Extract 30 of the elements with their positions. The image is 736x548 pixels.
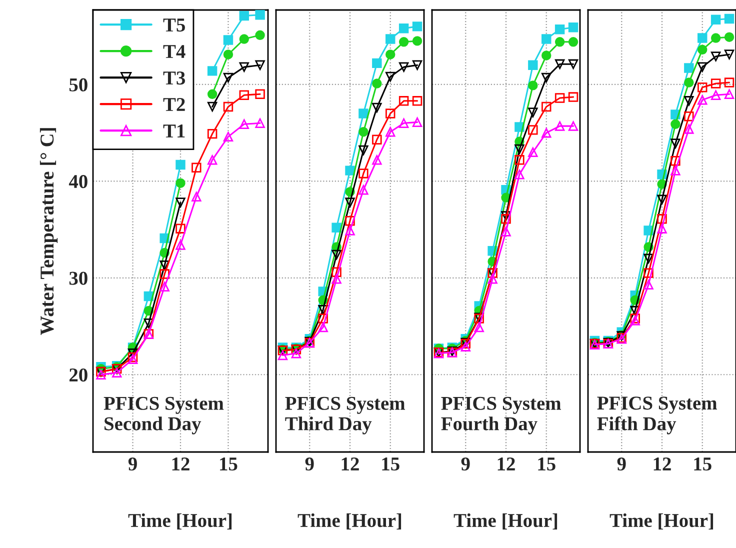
y-tick-label: 20 (70, 368, 88, 382)
legend-label: T1 (163, 124, 185, 138)
y-axis-title: Water Temperature [° C] (40, 128, 58, 335)
x-tick-label: 12 (498, 457, 515, 470)
annotation: PFICS System Fourth Day (441, 396, 561, 434)
annotation: PFICS System Fifth Day (597, 396, 717, 434)
x-axis-title: Time [Hour] (298, 513, 402, 530)
x-tick-label: 15 (538, 458, 556, 471)
y-tick-label: 40 (68, 175, 88, 188)
x-tick-label: 9 (305, 457, 314, 471)
annotation: PFICS System Third Day (285, 396, 405, 434)
legend-label: T3 (163, 72, 186, 85)
x-axis-title: Time [Hour] (454, 513, 558, 530)
x-tick-label: 9 (128, 457, 137, 471)
x-axis-title: Time [Hour] (610, 513, 714, 530)
x-axis-title: Time [Hour] (128, 513, 232, 530)
y-tick-label: 50 (69, 78, 88, 92)
x-tick-label: 9 (617, 457, 626, 471)
y-tick-label: 30 (69, 272, 88, 285)
x-tick-label: 15 (694, 458, 712, 471)
x-tick-label: 12 (654, 457, 671, 470)
annotation: PFICS System Second Day (104, 396, 224, 434)
legend-label: T2 (163, 98, 185, 111)
legend-label: T5 (163, 18, 185, 32)
legend-label: T4 (163, 45, 186, 58)
x-tick-label: 12 (342, 457, 359, 470)
x-tick-label: 12 (172, 457, 190, 470)
x-tick-label: 15 (220, 458, 238, 471)
x-tick-label: 9 (461, 457, 470, 471)
x-tick-label: 15 (382, 458, 400, 471)
